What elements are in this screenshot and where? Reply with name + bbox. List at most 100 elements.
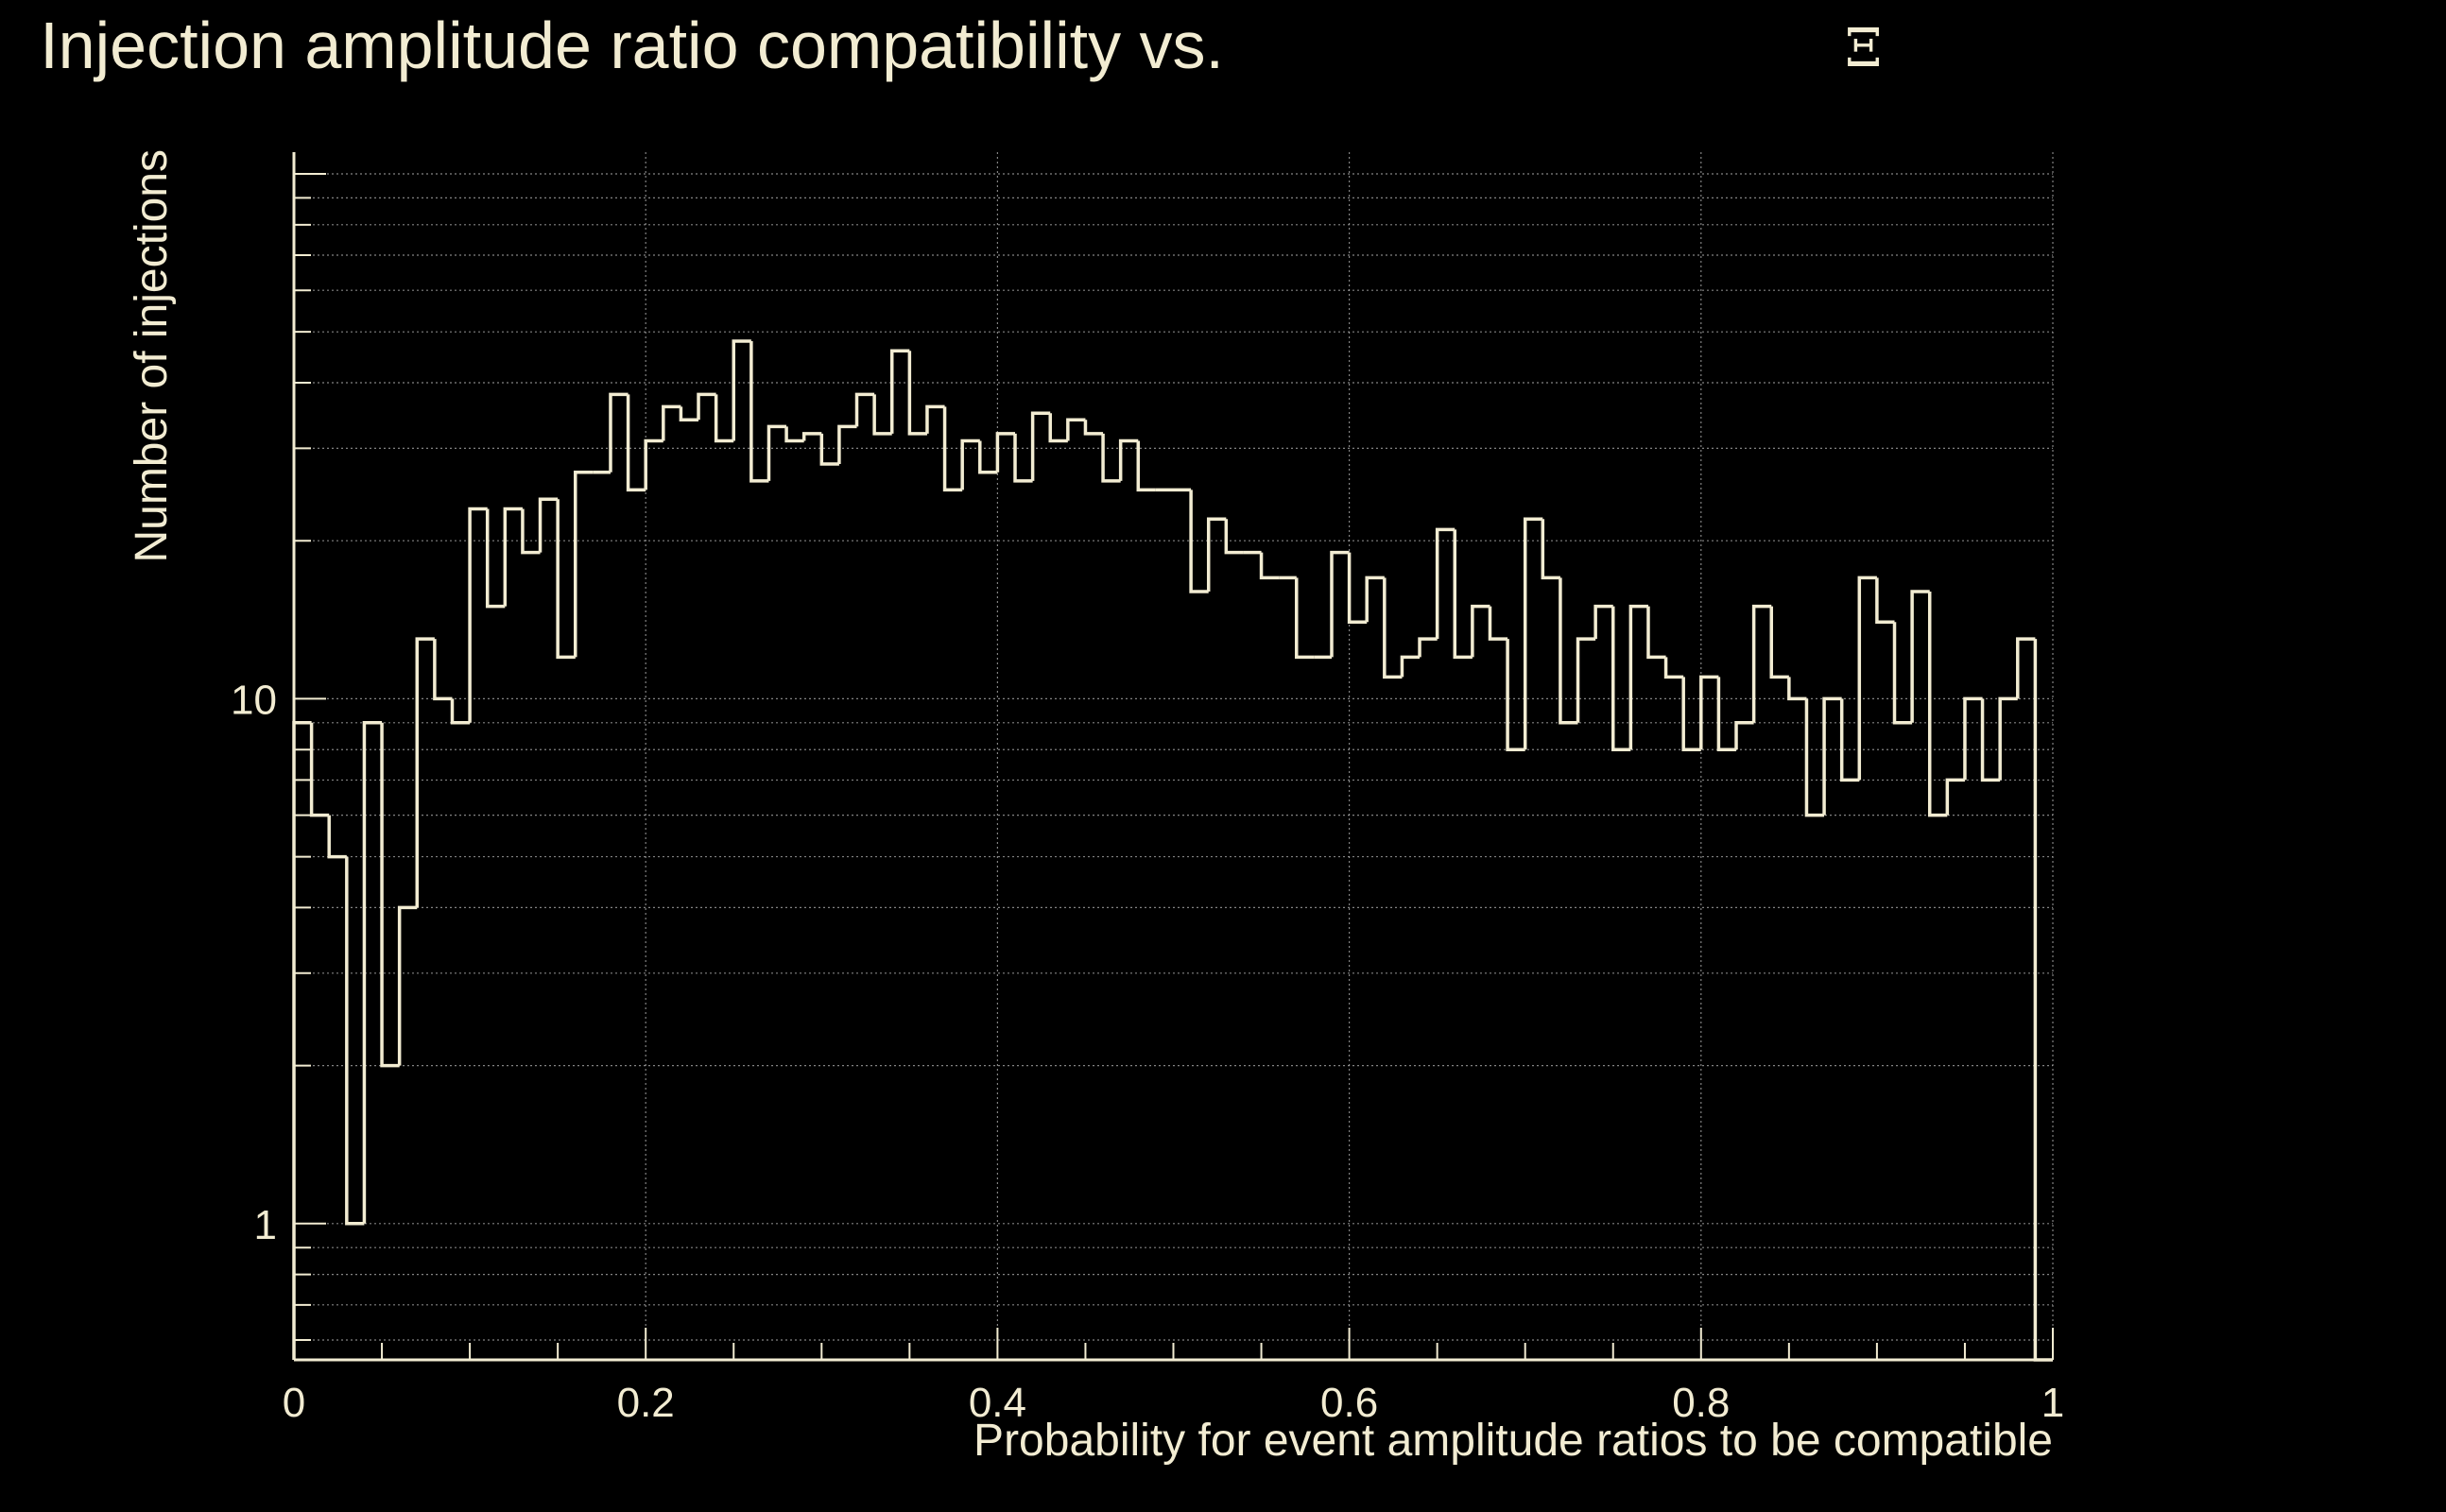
histogram-bar [1083,420,1104,436]
histogram-bar [450,698,471,725]
histogram-bar [801,432,822,441]
plot-frame [292,152,2053,1362]
x-tick-label: 0.4 [969,1380,1026,1426]
histogram-bar [1471,604,1490,658]
chart-title: Injection amplitude ratio compatibility … [40,9,1224,82]
histogram-bar [433,639,453,701]
histogram-bar [1769,606,1789,679]
histogram-bar [1857,576,1877,781]
histogram-bar [1945,778,1965,816]
y-tick-label: 10 [231,677,277,723]
y-tick-label: 1 [254,1202,277,1248]
histogram-bar [1593,604,1613,640]
histogram-bar [345,856,365,1226]
histogram-bar [1910,590,1930,723]
histogram-bar [1189,490,1209,593]
histogram-bar [1963,696,1983,781]
histogram-bar [714,394,734,443]
histogram-bar [1365,576,1385,623]
histogram-bar [556,499,576,660]
histogram-bar [1663,657,1684,679]
x-tick-label: 0.8 [1672,1380,1730,1426]
histogram-bar [1418,637,1438,658]
histogram-bar [1716,677,1737,751]
histogram-bar [309,722,330,817]
histogram-bar [942,406,963,492]
histogram-bar [1453,529,1473,660]
histogram-bar [925,404,945,434]
chart-title-symbol: Ξ [1845,18,1882,79]
histogram-bar [1646,606,1666,660]
histogram-bar [837,424,857,465]
histogram-bar [732,339,751,441]
histogram-bar [1347,552,1368,624]
x-tick-label: 0 [283,1380,305,1426]
histogram-bar [485,508,506,609]
histogram-bar [644,438,663,490]
histogram-bar [1048,413,1068,443]
x-tick-label: 1 [2041,1380,2064,1426]
histogram-bar [1330,550,1350,658]
histogram-bar [1259,552,1280,580]
histogram-bar [1751,604,1772,723]
histogram-bar [362,721,383,1224]
histogram-bar [854,392,875,427]
histogram-bar [995,432,1016,472]
histogram-bar [1804,698,1825,817]
histogram-bar [1892,622,1913,725]
histogram-bar [1013,433,1033,483]
histogram-bar [1030,411,1051,481]
histogram-bar [978,440,998,474]
x-tick-label: 0.2 [617,1380,675,1426]
histogram-bar [1506,639,1525,751]
histogram-bar [1681,677,1701,751]
histogram-bar [1295,577,1315,660]
x-axis-label: Probability for event amplitude ratios t… [973,1416,2053,1466]
histogram-bar [749,341,769,483]
y-axis-label: Number of injections [127,149,177,563]
histogram-bar [1611,606,1631,751]
histogram-bar [1576,637,1596,723]
histogram-bar [1787,677,1807,701]
histogram-bar [626,394,646,492]
histogram-bar [1523,517,1543,750]
histogram-bar [503,507,523,607]
histogram-bar [907,351,927,436]
histogram-bar [574,471,594,658]
histogram-bar [679,406,699,421]
histogram-bar [2016,637,2036,699]
histogram-bar [1822,696,1842,816]
grid-lines [293,152,2054,1360]
histogram-bar [1541,519,1560,580]
histogram-bar [521,508,541,555]
histogram-bar [662,404,681,441]
histogram-bar [1206,517,1227,593]
histogram-bar [1927,592,1948,817]
histogram-bar [1559,577,1578,725]
histogram-bar [1488,606,1508,641]
histogram-bar [468,507,488,723]
histogram-bar [1998,696,2018,781]
histogram-bar [697,392,716,421]
histogram-bar [1628,604,1648,750]
x-tick-label: 0.6 [1320,1380,1378,1426]
histogram-bar [292,721,312,1360]
histogram-bar [1224,519,1244,555]
histogram-bar [1435,527,1456,640]
histogram-bar [1839,698,1860,782]
histogram-bar [889,349,910,434]
histogram-bar [397,905,418,1066]
axis-ticks: 0 0.2 0.4 0.6 0.8 1 1 10 [231,172,2064,1426]
histogram-bar [767,424,787,481]
histogram-bar [960,438,980,490]
histogram-bar [784,426,804,443]
histogram-bar [327,815,347,859]
histogram-bar [1066,418,1086,441]
histogram-bar [819,433,839,466]
histogram-bar [1699,675,1719,750]
histogram-bar [1118,438,1139,481]
histogram-bar [1875,577,1895,624]
histogram-bar [609,392,629,472]
histogram-bar [415,637,435,908]
